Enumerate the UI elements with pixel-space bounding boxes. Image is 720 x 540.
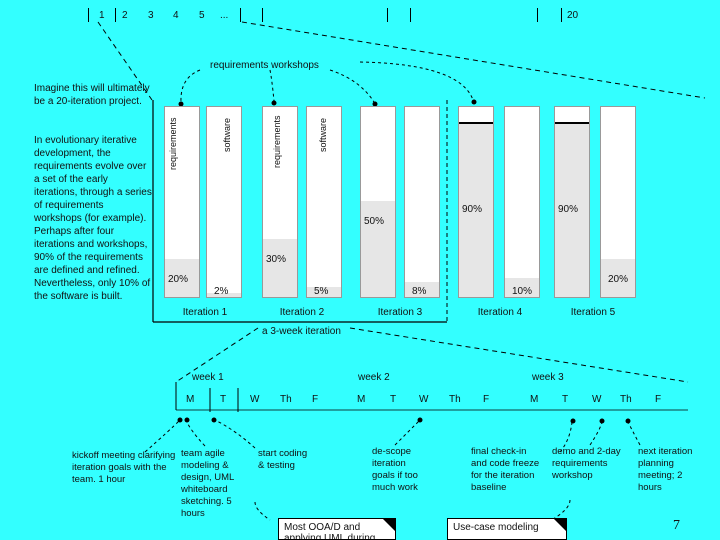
day-label: T (220, 394, 227, 405)
day-label: M (357, 394, 366, 405)
timeline-tick (410, 8, 411, 22)
percent-label: 8% (412, 286, 427, 297)
corner-fold-icon (554, 519, 566, 531)
corner-fold-icon (383, 519, 395, 531)
intro-title: Imagine this will ultimately be a 20-ite… (34, 83, 150, 107)
day-label: W (250, 394, 260, 405)
percent-label: 20% (168, 274, 189, 285)
timeline-number: 20 (567, 10, 579, 21)
timeline-number: 4 (173, 10, 179, 21)
timeline-tick (262, 8, 263, 22)
requirements-column (262, 106, 298, 298)
day-label: M (530, 394, 539, 405)
note-next-planning: next iteration planning meeting; 2 hours (638, 446, 693, 493)
page-number: 7 (673, 518, 680, 533)
percent-label: 10% (512, 286, 533, 297)
percent-label: 5% (314, 286, 329, 297)
software-column (306, 106, 342, 298)
week-label: week 1 (192, 372, 224, 383)
requirements-column (164, 106, 200, 298)
column-label-software: software (222, 117, 232, 152)
intro-body: In evolutionary iterative development, t… (34, 135, 152, 302)
note-kickoff: kickoff meeting clarifying iteration goa… (72, 450, 176, 485)
requirements-column (360, 106, 396, 298)
requirements-column (554, 106, 590, 298)
three-week-iteration-label: a 3-week iteration (262, 326, 341, 337)
column-fill (459, 122, 493, 297)
timeline-tick (387, 8, 388, 22)
timeline-tick (561, 8, 562, 22)
percent-label: 50% (364, 216, 385, 227)
percent-label: 90% (462, 204, 483, 215)
note-start-coding: start coding & testing (258, 448, 308, 471)
column-label-requirements: requirements (272, 115, 282, 168)
percent-label: 30% (266, 254, 287, 265)
percent-label: 90% (558, 204, 579, 215)
timeline-number: 2 (122, 10, 128, 21)
software-column (600, 106, 636, 298)
percent-label: 2% (214, 286, 229, 297)
day-label: F (312, 394, 319, 405)
iteration-label: Iteration 2 (279, 307, 325, 318)
iteration-label: Iteration 3 (377, 307, 423, 318)
day-label: W (419, 394, 429, 405)
column-fill (307, 287, 341, 297)
book-reference-box: Most OOA/D and applying UML during (278, 518, 396, 540)
percent-label: 20% (608, 274, 629, 285)
column-fill (263, 239, 297, 297)
column-fill (601, 259, 635, 297)
column-fill (361, 201, 395, 297)
timeline-tick (240, 8, 241, 22)
week-label: week 2 (358, 372, 390, 383)
book-reference-box: Use-case modeling (447, 518, 567, 540)
day-label: Th (449, 394, 461, 405)
day-label: M (186, 394, 195, 405)
iteration-label: Iteration 4 (477, 307, 523, 318)
iteration-label: Iteration 1 (182, 307, 228, 318)
timeline-number: 5 (199, 10, 205, 21)
day-label: T (390, 394, 397, 405)
column-fill (505, 278, 539, 297)
day-label: Th (620, 394, 632, 405)
software-column (404, 106, 440, 298)
timeline-number: 1 (99, 10, 105, 21)
day-label: W (592, 394, 602, 405)
timeline-number: 3 (148, 10, 154, 21)
note-descope: de-scope iteration goals if too much wor… (372, 446, 418, 493)
note-demo-workshop: demo and 2-day requirements workshop (552, 446, 621, 481)
day-label: T (562, 394, 569, 405)
week-label: week 3 (532, 372, 564, 383)
book-reference-text: Use-case modeling (453, 522, 539, 533)
timeline-ellipsis: ... (220, 10, 229, 21)
timeline-tick (88, 8, 89, 22)
software-column (504, 106, 540, 298)
day-label: Th (280, 394, 292, 405)
timeline-tick (537, 8, 538, 22)
column-fill (555, 122, 589, 297)
iteration-label: Iteration 5 (570, 307, 616, 318)
column-label-software: software (318, 117, 328, 152)
requirements-workshops-label: requirements workshops (210, 60, 319, 71)
column-label-requirements: requirements (168, 117, 178, 170)
note-agile-modeling: team agile modeling & design, UML whiteb… (181, 448, 234, 519)
software-column (206, 106, 242, 298)
note-final-checkin: final check-in and code freeze for the i… (471, 446, 540, 493)
book-reference-text: Most OOA/D and applying UML during (284, 522, 376, 540)
column-fill (405, 282, 439, 297)
requirements-column (458, 106, 494, 298)
day-label: F (483, 394, 490, 405)
column-fill (207, 293, 241, 297)
day-label: F (655, 394, 662, 405)
column-fill (165, 259, 199, 297)
timeline-tick (115, 8, 116, 22)
